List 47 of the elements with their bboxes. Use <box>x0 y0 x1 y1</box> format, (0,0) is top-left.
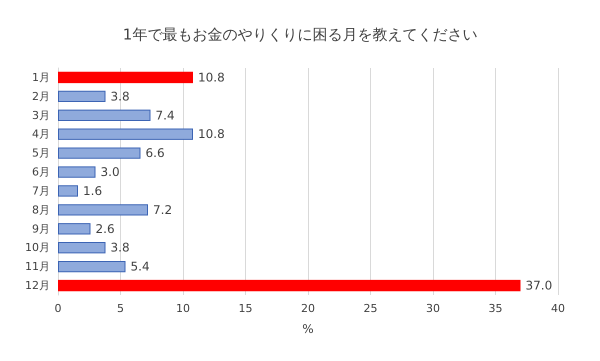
bar <box>58 223 90 234</box>
data-label: 1.6 <box>83 184 102 198</box>
y-tick-label: 1月 <box>32 70 50 84</box>
x-tick-label: 25 <box>364 302 378 315</box>
data-label: 3.8 <box>110 240 130 255</box>
bar <box>58 166 96 178</box>
x-tick-label: 30 <box>426 302 440 315</box>
bar <box>58 260 126 272</box>
y-tick-label: 3月 <box>32 108 50 122</box>
y-tick-label: 9月 <box>32 222 50 236</box>
y-tick-label: 7月 <box>32 184 50 198</box>
x-tick-label: 5 <box>117 302 124 315</box>
bar <box>58 147 140 159</box>
bar <box>58 110 150 121</box>
bar <box>58 128 193 140</box>
data-label: 2.6 <box>96 222 115 236</box>
data-label: 10.8 <box>198 70 225 84</box>
x-tick-label: 40 <box>551 302 565 315</box>
y-tick-label: 8月 <box>32 203 50 216</box>
x-tick-label: 10 <box>176 302 190 315</box>
bar <box>58 185 78 197</box>
x-axis-title: % <box>302 322 314 336</box>
x-tick-label: 20 <box>301 302 315 315</box>
data-label: 7.4 <box>156 108 175 122</box>
y-tick-label: 2月 <box>32 90 50 103</box>
data-label: 5.4 <box>130 260 150 274</box>
y-tick-label: 12月 <box>25 279 50 292</box>
data-label: 3.8 <box>110 89 130 104</box>
data-label: 7.2 <box>153 202 172 217</box>
data-label: 3.0 <box>100 165 120 180</box>
x-tick-label: 15 <box>238 302 252 315</box>
chart-title: 1年で最もお金のやりくりに困る月を教えてください <box>122 26 478 44</box>
data-label: 10.8 <box>198 127 225 142</box>
bar <box>58 242 106 254</box>
y-tick-label: 5月 <box>32 146 50 160</box>
x-tick-label: 0 <box>54 302 62 315</box>
bar <box>58 280 520 292</box>
y-tick-label: 4月 <box>32 128 50 141</box>
data-label: 6.6 <box>146 146 165 160</box>
bar <box>58 204 148 216</box>
bar <box>58 72 193 84</box>
bar <box>58 90 106 102</box>
x-tick-label: 35 <box>488 302 502 315</box>
y-tick-label: 11月 <box>25 260 50 274</box>
y-tick-label: 6月 <box>32 166 50 179</box>
y-tick-label: 10月 <box>25 241 50 254</box>
data-label: 37.0 <box>526 278 552 293</box>
